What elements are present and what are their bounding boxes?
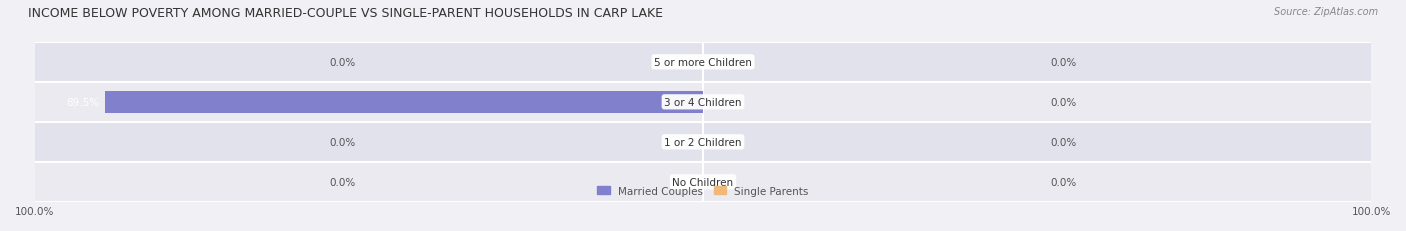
Text: 0.0%: 0.0% <box>1050 58 1077 67</box>
Bar <box>35 82 1371 122</box>
Bar <box>105 91 703 113</box>
Text: 0.0%: 0.0% <box>329 58 356 67</box>
Text: 3 or 4 Children: 3 or 4 Children <box>664 97 742 107</box>
Text: Source: ZipAtlas.com: Source: ZipAtlas.com <box>1274 7 1378 17</box>
Text: 0.0%: 0.0% <box>1050 137 1077 147</box>
Text: 0.0%: 0.0% <box>1050 97 1077 107</box>
Text: 0.0%: 0.0% <box>329 177 356 187</box>
Bar <box>35 122 1371 162</box>
Text: 0.0%: 0.0% <box>1050 177 1077 187</box>
Legend: Married Couples, Single Parents: Married Couples, Single Parents <box>593 182 813 200</box>
Text: INCOME BELOW POVERTY AMONG MARRIED-COUPLE VS SINGLE-PARENT HOUSEHOLDS IN CARP LA: INCOME BELOW POVERTY AMONG MARRIED-COUPL… <box>28 7 664 20</box>
Bar <box>35 162 1371 202</box>
Text: 5 or more Children: 5 or more Children <box>654 58 752 67</box>
Bar <box>35 43 1371 82</box>
Text: 1 or 2 Children: 1 or 2 Children <box>664 137 742 147</box>
Text: No Children: No Children <box>672 177 734 187</box>
Text: 89.5%: 89.5% <box>66 97 100 107</box>
Text: 0.0%: 0.0% <box>329 137 356 147</box>
